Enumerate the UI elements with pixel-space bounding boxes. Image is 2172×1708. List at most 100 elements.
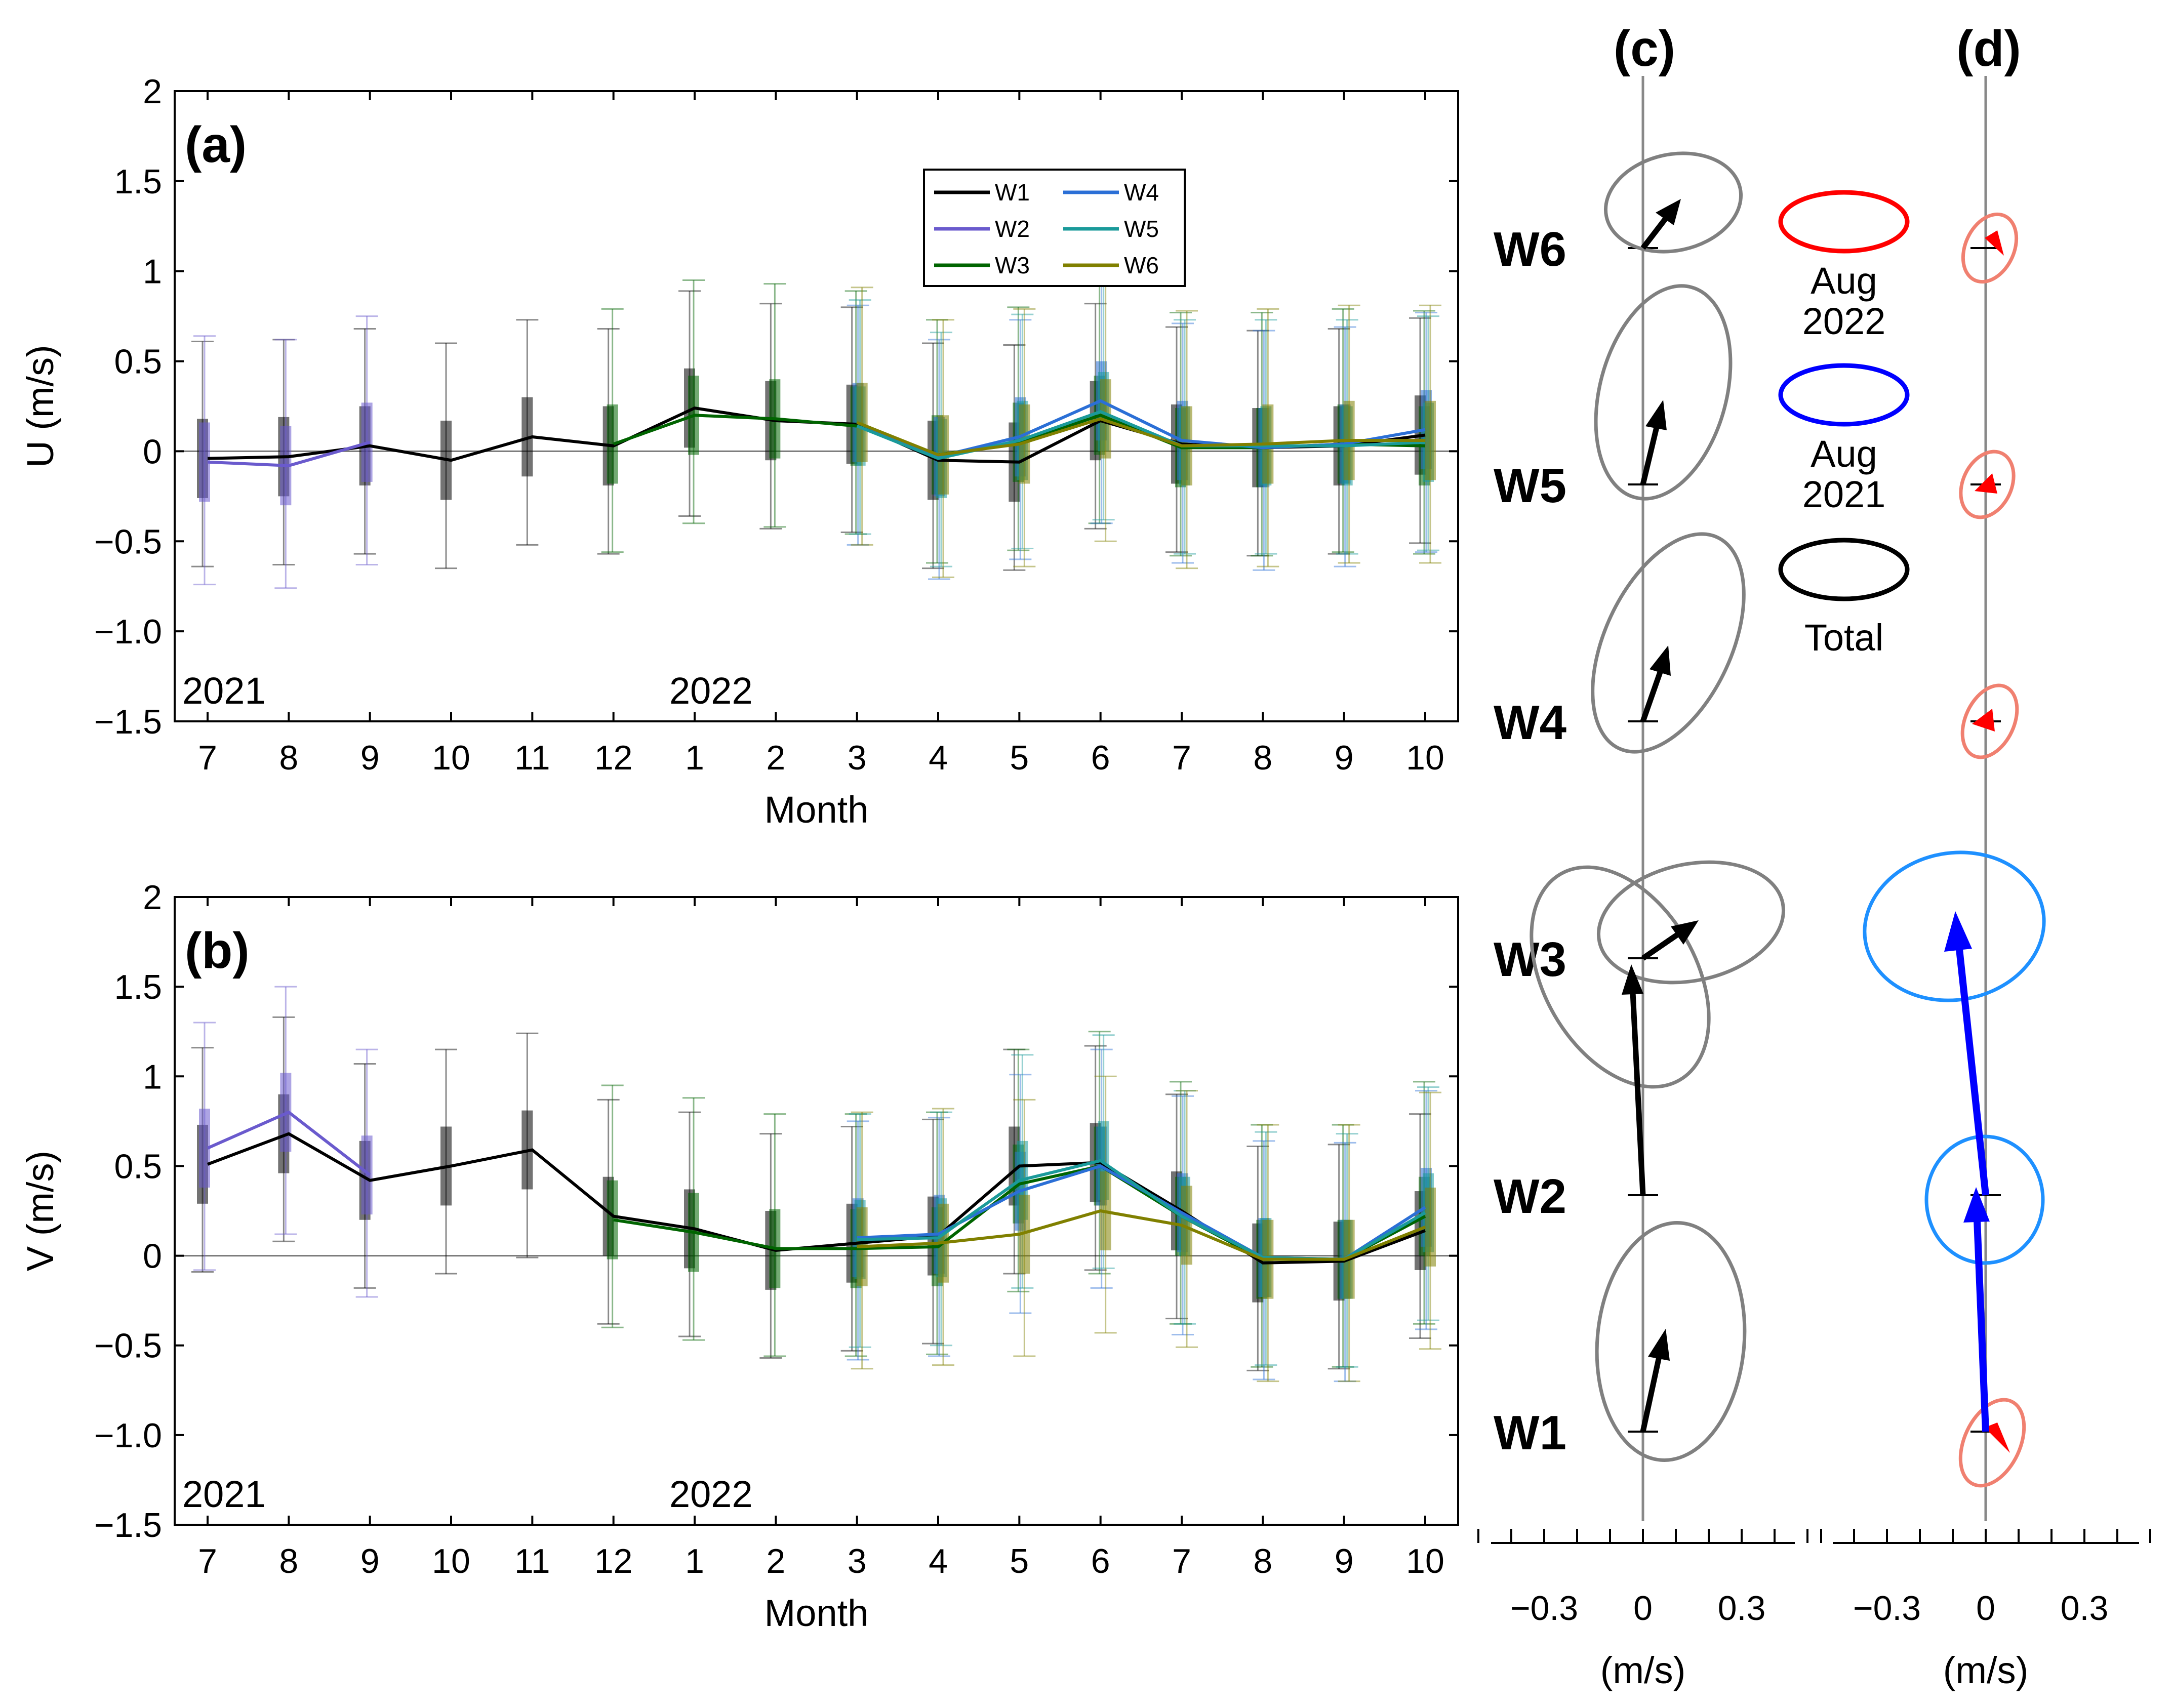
panel-b-ytick-label: 2 (143, 878, 162, 917)
panel-b-year-label: 2022 (669, 1473, 753, 1515)
panel-b-ytick-label: 0 (143, 1237, 162, 1276)
panel-b-series-line-w1 (207, 1132, 1426, 1265)
legend-aug2021-label: Aug 2021 (1802, 433, 1886, 515)
panel-a-legend-entry-w6: W6 (1124, 252, 1159, 278)
vector-w2 (1622, 964, 1646, 1196)
ellipse-w1 (1595, 1221, 1747, 1462)
panel-d-legend: Aug 2022 Aug 2021 Total (1778, 190, 1910, 659)
panel-b-xtick-label: 9 (360, 1542, 380, 1580)
panel-a-ylabel: U (m/s) (19, 345, 61, 468)
station-label-w1: W1 (1494, 1406, 1566, 1460)
panel-b-xtick-label: 7 (198, 1542, 217, 1580)
panel-a-legend-entry-w4: W4 (1124, 179, 1159, 206)
vector-w4 (1640, 645, 1671, 722)
panel-b: 21.510.50−0.5−1.0−1.57 8 9 10 11 12 1 2 3 4 5 6 7 8 9 1… (19, 878, 1459, 1634)
legend-aug2021-ellipse (1778, 363, 1910, 427)
panel-b-xtick-label: 6 (1091, 1542, 1110, 1580)
panel-b-year-label: 2021 (182, 1473, 266, 1515)
panel-a-legend-entry-w3: W3 (995, 252, 1030, 278)
panel-a-ytick-label: −0.5 (94, 522, 162, 561)
panel-b-ytick-label: 0.5 (114, 1147, 162, 1186)
aug2022-ellipse-w6 (1961, 212, 2019, 284)
panel-a-xtick-label: 9 (1335, 739, 1354, 777)
ellipse-w5 (1594, 284, 1733, 501)
panel-a-box-w3 (607, 404, 618, 484)
panel-a-ytick-label: 1 (143, 253, 162, 291)
panel-a-series-line-w2 (207, 440, 371, 467)
panel-b-xtick-label: 11 (514, 1542, 550, 1580)
panel-a-xtick-label: 6 (1091, 739, 1110, 777)
panel-b-ytick-label: −0.5 (94, 1327, 162, 1365)
ellipse-w4 (1591, 532, 1746, 754)
panel-a-year-label: 2022 (669, 670, 753, 712)
panel-b-xtick-label: 7 (1172, 1542, 1191, 1580)
panel-b-box-w2 (361, 1135, 373, 1215)
panel-b-label: (b) (185, 922, 250, 979)
panel-b-xtick-label: 2 (766, 1542, 785, 1580)
panel-a-legend-entry-w5: W5 (1124, 216, 1159, 242)
panel-a-ytick-label: 0 (143, 432, 162, 471)
aug2022-ellipse-w5 (1959, 450, 2016, 519)
panel-a-xtick-label: 10 (1406, 739, 1444, 777)
panel-b-box-w3 (607, 1180, 618, 1259)
panel-a-xtick-label: 12 (594, 739, 633, 777)
legend-aug2022-label: Aug 2022 (1802, 260, 1886, 342)
panel-b-xtick-label: 10 (1406, 1542, 1444, 1580)
panel-c-xtick-0: 0 (1633, 1589, 1653, 1628)
legend-aug2022-text: Aug (1811, 260, 1877, 302)
legend-aug2022-ellipse (1778, 190, 1910, 254)
panel-c-minor-ticks (1477, 1529, 1808, 1543)
panel-d-label: (d) (1956, 20, 2021, 77)
panel-c-xtick-03: 0.3 (1718, 1589, 1766, 1628)
panel-b-xtick-label: 8 (1253, 1542, 1272, 1580)
panel-a-xlabel: Month (765, 789, 869, 831)
panel-c-label: (c) (1614, 20, 1675, 77)
panel-a-frame (174, 90, 1459, 722)
panel-b-xtick-label: 4 (929, 1542, 948, 1580)
panel-d-xtick-neg03: −0.3 (1853, 1589, 1921, 1628)
station-label-w2: W2 (1494, 1169, 1566, 1224)
panel-b-ylabel: V (m/s) (19, 1151, 61, 1271)
panel-b-series-line-w6 (857, 1209, 1426, 1261)
panel-a-ytick-label: 0.5 (114, 343, 162, 381)
panel-b-box-w6 (1181, 1186, 1192, 1265)
panel-b-frame (174, 896, 1459, 1526)
panel-a-xtick-label: 8 (1253, 739, 1272, 777)
panel-a-xtick-label: 1 (685, 739, 704, 777)
station-label-w4: W4 (1494, 696, 1566, 750)
panel-a-xtick-label: 7 (198, 739, 217, 777)
panel-a-xtick-label: 7 (1172, 739, 1191, 777)
station-label-w5: W5 (1494, 459, 1566, 513)
panel-a-xtick-label: 5 (1010, 739, 1029, 777)
panel-b-xtick-label: 8 (279, 1542, 298, 1580)
panel-c-xtick-neg03: −0.3 (1510, 1589, 1578, 1628)
panel-a-legend-entry-w1: W1 (995, 179, 1030, 206)
panel-d-minor-ticks (1820, 1529, 2151, 1543)
vector-w1 (1640, 1329, 1670, 1433)
vector-w6 (1640, 199, 1681, 250)
panel-a-year-label: 2021 (182, 670, 266, 712)
panel-d: (d) Aug 2022 Aug 2 (1778, 20, 2151, 1691)
panel-b-ytick-label: 1 (143, 1058, 162, 1096)
panel-b-xtick-label: 3 (848, 1542, 867, 1580)
panel-b-xtick-label: 5 (1010, 1542, 1029, 1580)
station-label-w6: W6 (1494, 222, 1566, 276)
aug2021-vector-w1 (1963, 1187, 1990, 1432)
panel-b-xtick-label: 12 (594, 1542, 633, 1580)
aug2022-vector-w5 (1975, 473, 1997, 494)
panel-a-ytick-label: 1.5 (114, 162, 162, 201)
panel-b-xtick-label: 10 (432, 1542, 470, 1580)
panel-b-ytick-label: 1.5 (114, 968, 162, 1006)
legend-total-label: Total (1804, 617, 1883, 659)
panel-a-box-w6 (1425, 400, 1436, 480)
legend-year-line: 2022 (1802, 300, 1886, 342)
vector-w5 (1640, 400, 1667, 485)
panel-a-xtick-label: 3 (848, 739, 867, 777)
panel-a: 21.510.50−0.5−1.0−1.57 8 9 10 11 12 1 2 3 4 5 6 7 8 9 1… (19, 72, 1459, 831)
panel-a-ytick-label: 2 (143, 72, 162, 111)
panel-d-xtick-0: 0 (1976, 1589, 1995, 1628)
panel-b-xtick-label: 9 (1335, 1542, 1354, 1580)
legend-year-line: 2021 (1802, 473, 1886, 515)
panel-a-ytick-label: −1.5 (94, 703, 162, 741)
